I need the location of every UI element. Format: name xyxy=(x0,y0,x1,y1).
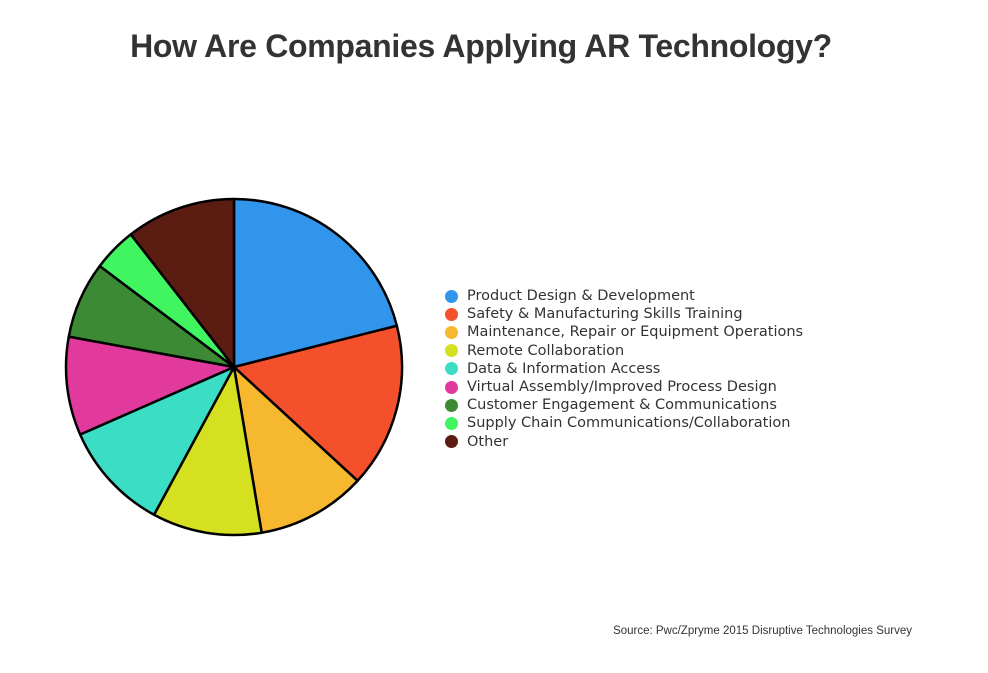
source-note: Source: Pwc/Zpryme 2015 Disruptive Techn… xyxy=(613,625,912,637)
legend-swatch xyxy=(445,325,458,339)
legend-item: Safety & Manufacturing Skills Training xyxy=(445,305,803,323)
legend-item: Virtual Assembly/Improved Process Design xyxy=(445,378,803,396)
legend-label: Maintenance, Repair or Equipment Operati… xyxy=(467,324,804,341)
legend-item: Remote Collaboration xyxy=(445,342,803,360)
pie-slice-5 xyxy=(64,335,236,436)
pie-slice-4 xyxy=(78,365,236,516)
legend-swatch xyxy=(445,344,458,358)
legend-item: Maintenance, Repair or Equipment Operati… xyxy=(445,323,803,341)
legend-swatch xyxy=(445,398,458,412)
legend-item: Other xyxy=(445,433,803,451)
legend-label: Supply Chain Communications/Collaboratio… xyxy=(467,415,791,432)
pie-slice-2 xyxy=(232,365,359,534)
legend-label: Other xyxy=(467,433,509,450)
legend-item: Supply Chain Communications/Collaboratio… xyxy=(445,414,803,432)
legend-item: Customer Engagement & Communications xyxy=(445,396,803,414)
legend-swatch xyxy=(445,362,458,376)
legend-label: Safety & Manufacturing Skills Training xyxy=(467,306,743,323)
legend-label: Virtual Assembly/Improved Process Design xyxy=(467,379,777,396)
legend-swatch xyxy=(445,380,458,394)
pie-slice-0 xyxy=(232,197,399,369)
legend-label: Data & Information Access xyxy=(467,360,661,377)
legend-item: Product Design & Development xyxy=(445,287,803,305)
chart-title: How Are Companies Applying AR Technology… xyxy=(130,28,832,64)
legend-label: Product Design & Development xyxy=(467,288,695,305)
legend-swatch xyxy=(445,307,458,321)
pie-slice-1 xyxy=(232,324,404,483)
legend-swatch xyxy=(445,435,458,449)
legend-swatch xyxy=(445,416,458,430)
legend-item: Data & Information Access xyxy=(445,360,803,378)
chart-legend: Product Design & Development Safety & Man… xyxy=(445,287,803,451)
pie-slice-8 xyxy=(129,197,236,369)
legend-label: Remote Collaboration xyxy=(467,342,625,359)
legend-swatch xyxy=(445,289,458,303)
legend-label: Customer Engagement & Communications xyxy=(467,397,777,414)
pie-slice-3 xyxy=(152,365,263,537)
